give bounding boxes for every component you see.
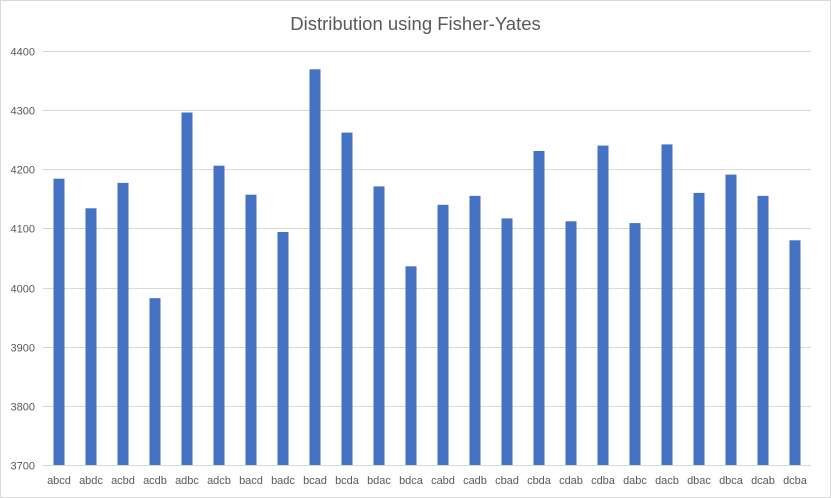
bar-cdab (565, 221, 577, 465)
y-tick-label: 3800 (11, 402, 35, 414)
bar-abcd (53, 178, 65, 465)
x-tick-label: cdab (559, 475, 583, 487)
bar-dbca (725, 174, 737, 465)
bar-acdb (149, 298, 161, 465)
bar-cadb (469, 195, 481, 465)
x-tick-label: abdc (79, 475, 103, 487)
bar-bacd (245, 194, 257, 465)
bar-dacb (661, 144, 673, 465)
x-tick-label: badc (271, 475, 295, 487)
x-tick-label: cbad (495, 475, 519, 487)
bar-dbac (693, 192, 705, 465)
x-tick-label: cbda (527, 475, 552, 487)
y-tick-label: 3700 (11, 461, 35, 473)
x-tick-label: bdac (367, 475, 391, 487)
y-tick-label: 4100 (11, 224, 35, 236)
bar-cdba (597, 145, 609, 465)
x-tick-label: adbc (175, 475, 199, 487)
y-tick-label: 3900 (11, 343, 35, 355)
bar-cbad (501, 218, 513, 465)
bar-cbda (533, 151, 545, 465)
bar-bdca (405, 266, 417, 465)
y-tick-label: 4300 (11, 106, 35, 118)
x-tick-label: cdba (591, 475, 616, 487)
x-axis-ticks: abcd abdc acbd acdb adbc adcb bacd badc bcad bcda… (47, 475, 808, 487)
x-tick-label: cadb (463, 475, 487, 487)
x-tick-label: dabc (623, 475, 647, 487)
bar-cabd (437, 204, 449, 466)
x-tick-label: abcd (47, 475, 71, 487)
y-tick-label: 4200 (11, 165, 35, 177)
x-tick-label: bcad (303, 475, 327, 487)
x-tick-label: bdca (399, 475, 424, 487)
x-tick-label: dbac (687, 475, 711, 487)
bar-adcb (213, 165, 225, 465)
chart-title: Distribution using Fisher-Yates (290, 13, 541, 34)
gridlines (43, 51, 811, 407)
x-tick-label: dcab (751, 475, 775, 487)
x-tick-label: dcba (783, 475, 808, 487)
x-tick-label: dacb (655, 475, 679, 487)
x-tick-label: bcda (335, 475, 360, 487)
x-tick-label: dbca (719, 475, 744, 487)
y-tick-label: 4400 (11, 47, 35, 59)
bar-badc (277, 232, 289, 465)
y-tick-label: 4000 (11, 284, 35, 296)
bar-dcba (789, 240, 801, 465)
x-tick-label: bacd (239, 475, 263, 487)
bar-bdac (373, 186, 385, 465)
bar-bcad (309, 69, 321, 466)
bar-adbc (181, 112, 193, 465)
bar-bcda (341, 132, 353, 465)
bar-acbd (117, 182, 129, 465)
bar-abdc (85, 208, 97, 466)
bar-dcab (757, 195, 769, 465)
bars (53, 69, 801, 466)
y-axis-ticks: 3700 3800 3900 4000 4100 4200 4300 4400 (11, 47, 35, 473)
x-tick-label: adcb (207, 475, 231, 487)
x-tick-label: cabd (431, 475, 455, 487)
x-tick-label: acbd (111, 475, 135, 487)
x-tick-label: acdb (143, 475, 167, 487)
bar-dabc (629, 223, 641, 465)
